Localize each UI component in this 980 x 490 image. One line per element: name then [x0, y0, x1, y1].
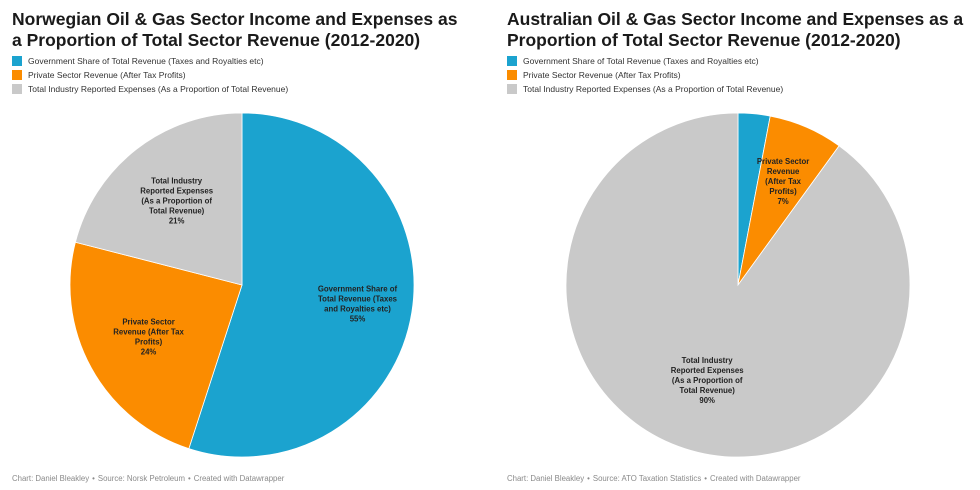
- pie-slice-total-industry: [74, 112, 243, 286]
- footer-credit: Chart: Daniel Bleakley: [12, 474, 90, 483]
- legend-label: Private Sector Revenue (After Tax Profit…: [523, 69, 681, 80]
- legend-item-government: Government Share of Total Revenue (Taxes…: [507, 54, 783, 67]
- legend-item-private: Private Sector Revenue (After Tax Profit…: [507, 68, 783, 81]
- chart-title: Norwegian Oil & Gas Sector Income and Ex…: [12, 9, 458, 50]
- pie-slice-government-share-of: [188, 112, 415, 458]
- legend-swatch: [507, 83, 517, 94]
- legend: Government Share of Total Revenue (Taxes…: [507, 54, 783, 96]
- slice-data-label: Private Sector Revenue (After Tax Profits) 7…: [757, 157, 809, 206]
- legend-swatch: [507, 55, 517, 66]
- legend-label: Government Share of Total Revenue (Taxes…: [523, 55, 759, 66]
- legend-item-expenses: Total Industry Reported Expenses (As a P…: [507, 82, 783, 95]
- chart-panel-norway: Norwegian Oil & Gas Sector Income and Ex…: [0, 0, 480, 490]
- chart-panel-australia: Australian Oil & Gas Sector Income and E…: [495, 0, 975, 490]
- slice-data-label: Private Sector Revenue (After Tax Profits)…: [113, 317, 184, 356]
- legend-label: Total Industry Reported Expenses (As a P…: [523, 83, 784, 94]
- legend-swatch: [507, 69, 517, 80]
- legend-item-private: Private Sector Revenue (After Tax Profit…: [12, 68, 288, 81]
- legend-label: Government Share of Total Revenue (Taxes…: [28, 55, 264, 66]
- slice-data-label: Government Share of Total Revenue (Taxes a…: [318, 284, 398, 323]
- pie-slice-private-sector: [69, 241, 243, 450]
- footer-created-with: Created with Datawrapper: [709, 474, 801, 483]
- legend-item-government: Government Share of Total Revenue (Taxes…: [12, 54, 288, 67]
- footer-source: Source: ATO Taxation Statistics: [592, 474, 702, 483]
- footer-source: Source: Norsk Petroleum: [97, 474, 185, 483]
- legend-swatch: [12, 55, 22, 66]
- legend-swatch: [12, 69, 22, 80]
- slice-data-label: Total Industry Reported Expenses (As a Pro…: [671, 356, 744, 405]
- legend-label: Total Industry Reported Expenses (As a P…: [28, 83, 289, 94]
- legend-item-expenses: Total Industry Reported Expenses (As a P…: [12, 82, 288, 95]
- legend-label: Private Sector Revenue (After Tax Profit…: [28, 69, 186, 80]
- legend-swatch: [12, 83, 22, 94]
- pie-slice-total-industry: [565, 112, 911, 458]
- chart-title: Australian Oil & Gas Sector Income and E…: [507, 9, 964, 50]
- footer-credit: Chart: Daniel Bleakley: [507, 474, 585, 483]
- legend: Government Share of Total Revenue (Taxes…: [12, 54, 288, 96]
- chart-footer: Chart: Daniel Bleakley • Source: ATO Taxat…: [507, 474, 801, 483]
- pie-chart-norway: Government Share of Total Revenue (Taxes a…: [69, 112, 415, 458]
- slice-data-label: Total Industry Reported Expenses (As a Pro…: [140, 177, 213, 226]
- pie-chart-australia: Private Sector Revenue (After Tax Profits) 7…: [565, 112, 911, 458]
- chart-footer: Chart: Daniel Bleakley • Source: Norsk Pet…: [12, 474, 285, 483]
- footer-created-with: Created with Datawrapper: [193, 474, 285, 483]
